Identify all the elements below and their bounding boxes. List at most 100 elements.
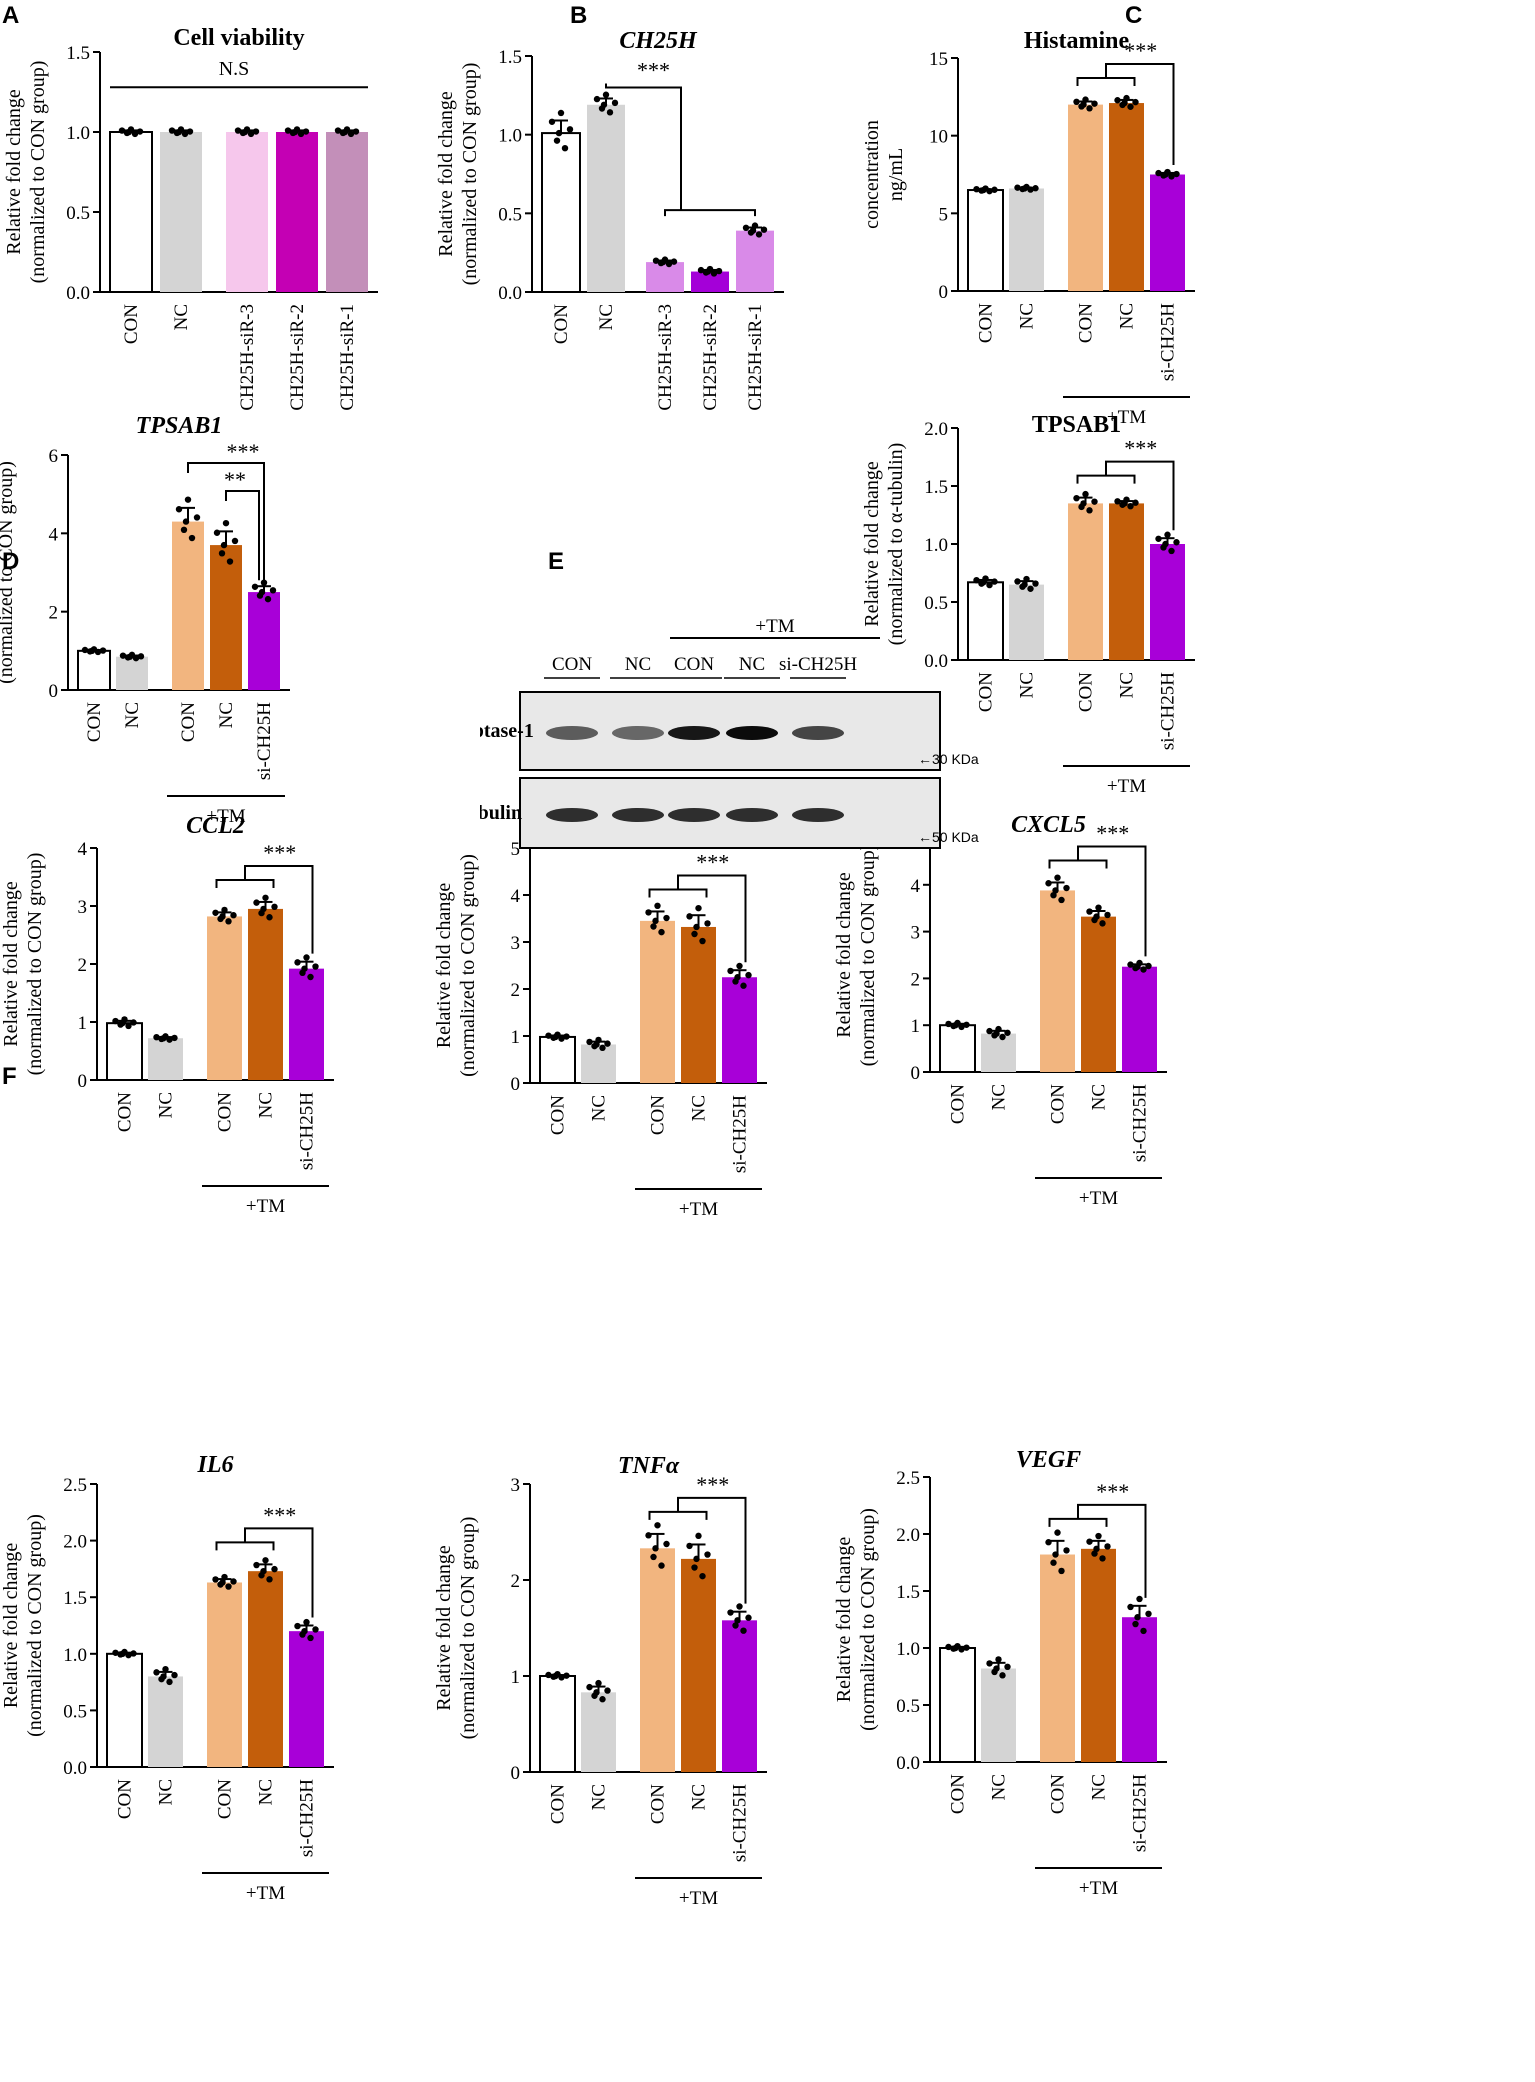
bar: [326, 132, 368, 292]
bar: [640, 920, 675, 1083]
data-point: [595, 1679, 602, 1687]
blot-band: [546, 726, 598, 740]
chart-title: Histamine: [1024, 28, 1130, 54]
data-point: [1114, 498, 1121, 505]
data-point: [166, 1678, 173, 1686]
data-point: [307, 1634, 314, 1642]
tm-group-label: +TM: [1107, 407, 1146, 428]
y-axis-label: ng/mL: [885, 148, 907, 201]
bar: [116, 656, 148, 690]
bar: [1081, 1548, 1116, 1762]
y-axis-label: Relative fold change: [3, 89, 25, 255]
x-tick-label: NC: [1089, 1774, 1110, 1800]
x-tick-label: CON: [976, 303, 997, 343]
bar: [1009, 584, 1044, 660]
y-tick-label: 2: [78, 955, 88, 976]
data-point: [740, 1627, 747, 1634]
data-point: [1140, 1627, 1147, 1635]
data-point: [1091, 498, 1098, 505]
y-axis-label: Relative fold change: [0, 1543, 22, 1709]
blot-band: [792, 726, 844, 740]
data-point: [973, 185, 980, 193]
chart-3: 0246Relative fold change(normalized to C…: [0, 413, 290, 827]
chart-title: CH25H: [619, 28, 698, 54]
data-point: [312, 963, 319, 970]
data-point: [341, 128, 349, 136]
y-tick-label: 3: [78, 897, 88, 918]
data-point: [221, 1573, 228, 1581]
data-point: [973, 576, 980, 584]
data-point: [991, 578, 998, 585]
sig-bracket: [648, 1510, 708, 1520]
data-point: [160, 1673, 167, 1680]
data-point: [221, 906, 228, 914]
sig-bracket: [215, 878, 275, 888]
x-tick-label: NC: [689, 1095, 710, 1121]
x-tick-label: NC: [156, 1092, 177, 1118]
data-point: [266, 1576, 273, 1583]
data-point: [553, 137, 561, 144]
x-tick-label: NC: [596, 304, 617, 330]
blot-band: [726, 726, 778, 740]
data-point: [645, 909, 652, 916]
y-tick-label: 2.0: [896, 1525, 920, 1546]
data-point: [220, 541, 228, 549]
y-tick-label: 1: [78, 1013, 88, 1034]
data-point: [81, 646, 89, 654]
data-point: [1114, 97, 1121, 104]
y-tick-label: 1: [911, 1016, 921, 1037]
data-point: [175, 128, 183, 136]
data-point: [600, 101, 608, 108]
data-point: [740, 982, 747, 989]
x-tick-label: NC: [216, 702, 237, 728]
bar: [207, 1582, 242, 1767]
bar: [1040, 1554, 1075, 1762]
data-point: [1004, 1663, 1011, 1671]
bar: [172, 521, 204, 690]
bar: [160, 132, 202, 292]
data-point: [312, 1626, 319, 1633]
y-tick-label: 3: [511, 1475, 521, 1496]
data-point: [218, 550, 226, 557]
data-point: [1121, 500, 1128, 507]
panel-label-a: A: [2, 2, 20, 29]
x-tick-label: CON: [115, 1779, 136, 1819]
y-axis-label: Relative fold change: [435, 91, 457, 257]
data-point: [213, 529, 221, 536]
data-point: [1162, 540, 1169, 548]
significance-label: N.S: [219, 58, 250, 80]
y-tick-label: 1.5: [896, 1582, 920, 1603]
data-point: [654, 1522, 661, 1529]
y-tick-label: 1.0: [498, 126, 522, 147]
y-tick-label: 0.0: [66, 283, 90, 304]
data-point: [153, 1669, 160, 1676]
sig-bracket: [677, 1496, 747, 1604]
data-point: [593, 1689, 600, 1696]
bar: [106, 1022, 143, 1081]
x-tick-label: si-CH25H: [297, 1779, 318, 1857]
y-tick-label: 2: [49, 603, 59, 624]
sig-bracket: [1105, 460, 1175, 531]
y-tick-label: 2.5: [63, 1475, 87, 1496]
data-point: [558, 1674, 565, 1681]
y-tick-label: 4: [49, 524, 59, 545]
data-point: [184, 496, 192, 503]
y-tick-label: 4: [511, 886, 521, 907]
sig-bracket: [1076, 76, 1136, 86]
data-point: [212, 1576, 219, 1583]
data-point: [986, 1027, 993, 1035]
data-point: [130, 1019, 137, 1026]
x-tick-label: CON: [548, 1095, 569, 1135]
data-point: [558, 1035, 565, 1042]
data-point: [563, 1033, 570, 1040]
x-tick-label: CON: [1076, 672, 1097, 712]
data-point: [995, 1656, 1002, 1663]
data-point: [260, 579, 268, 586]
x-tick-label: CON: [178, 702, 199, 742]
data-point: [1052, 1551, 1059, 1558]
chart-5: 0 1 2 3 4 Relative fold change (normalized to …: [0, 813, 334, 1217]
y-tick-label: 0.0: [924, 651, 948, 672]
data-point: [659, 258, 667, 266]
y-tick-label: 15: [929, 49, 948, 70]
data-point: [1086, 908, 1093, 915]
